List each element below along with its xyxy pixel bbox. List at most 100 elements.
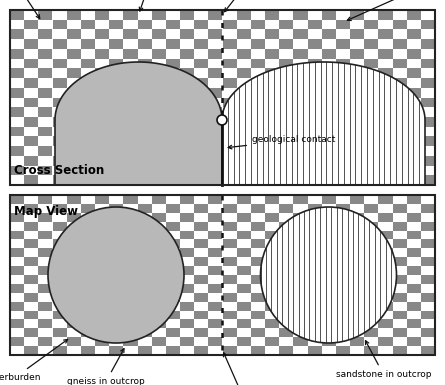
Bar: [378, 266, 392, 275]
Bar: [24, 175, 38, 185]
Text: position of inferred
geological contact: position of inferred geological contact: [214, 0, 300, 12]
Bar: [10, 10, 24, 20]
Bar: [138, 328, 152, 337]
Bar: [53, 78, 67, 88]
Bar: [180, 88, 194, 97]
Bar: [194, 222, 208, 231]
Bar: [322, 302, 336, 311]
Bar: [392, 59, 407, 68]
Bar: [67, 29, 81, 39]
Bar: [180, 146, 194, 156]
Bar: [109, 97, 123, 107]
Text: Map View: Map View: [14, 204, 78, 218]
Bar: [237, 284, 251, 293]
Bar: [407, 127, 421, 136]
Bar: [180, 107, 194, 117]
Bar: [364, 311, 378, 320]
Bar: [38, 166, 53, 175]
Bar: [322, 127, 336, 136]
Bar: [180, 166, 194, 175]
Text: overburden: overburden: [0, 0, 44, 18]
Bar: [180, 320, 194, 328]
Bar: [364, 117, 378, 127]
Bar: [392, 39, 407, 49]
Bar: [109, 78, 123, 88]
Bar: [421, 175, 435, 185]
Bar: [10, 68, 24, 78]
Bar: [307, 117, 322, 127]
Bar: [95, 337, 109, 346]
Bar: [336, 97, 350, 107]
Bar: [166, 20, 180, 29]
Bar: [392, 136, 407, 146]
Bar: [208, 88, 222, 97]
Bar: [293, 127, 307, 136]
Bar: [24, 117, 38, 127]
Bar: [53, 222, 67, 231]
Bar: [38, 231, 53, 239]
Bar: [279, 275, 293, 284]
Bar: [378, 284, 392, 293]
Bar: [38, 29, 53, 39]
Bar: [421, 97, 435, 107]
Bar: [208, 231, 222, 239]
Bar: [109, 311, 123, 320]
Bar: [53, 136, 67, 146]
Bar: [279, 78, 293, 88]
Bar: [222, 257, 237, 266]
Bar: [95, 213, 109, 222]
Bar: [166, 97, 180, 107]
Bar: [293, 337, 307, 346]
Bar: [81, 311, 95, 320]
Bar: [166, 239, 180, 248]
Bar: [53, 20, 67, 29]
Bar: [24, 257, 38, 266]
Bar: [293, 10, 307, 20]
Bar: [350, 88, 364, 97]
Bar: [166, 293, 180, 302]
Bar: [123, 146, 138, 156]
Bar: [24, 346, 38, 355]
Bar: [67, 146, 81, 156]
Bar: [222, 311, 237, 320]
Bar: [407, 195, 421, 204]
Bar: [421, 136, 435, 146]
Bar: [194, 97, 208, 107]
Bar: [166, 59, 180, 68]
Bar: [166, 311, 180, 320]
Bar: [123, 88, 138, 97]
Bar: [208, 320, 222, 328]
Bar: [336, 39, 350, 49]
Bar: [95, 107, 109, 117]
Bar: [24, 275, 38, 284]
Bar: [95, 49, 109, 59]
Bar: [166, 156, 180, 166]
Bar: [307, 293, 322, 302]
Bar: [265, 195, 279, 204]
Bar: [237, 337, 251, 346]
Bar: [81, 175, 95, 185]
Bar: [194, 275, 208, 284]
Bar: [24, 328, 38, 337]
Bar: [95, 302, 109, 311]
Bar: [279, 117, 293, 127]
Bar: [350, 337, 364, 346]
Bar: [53, 257, 67, 266]
Bar: [378, 213, 392, 222]
Bar: [123, 213, 138, 222]
Bar: [67, 10, 81, 20]
Bar: [109, 222, 123, 231]
Bar: [208, 284, 222, 293]
Bar: [10, 284, 24, 293]
Bar: [81, 222, 95, 231]
Bar: [265, 302, 279, 311]
Bar: [24, 136, 38, 146]
Bar: [364, 156, 378, 166]
Bar: [407, 266, 421, 275]
Bar: [322, 284, 336, 293]
Bar: [180, 29, 194, 39]
Bar: [364, 257, 378, 266]
Bar: [138, 275, 152, 284]
Bar: [265, 127, 279, 136]
Bar: [10, 248, 24, 257]
